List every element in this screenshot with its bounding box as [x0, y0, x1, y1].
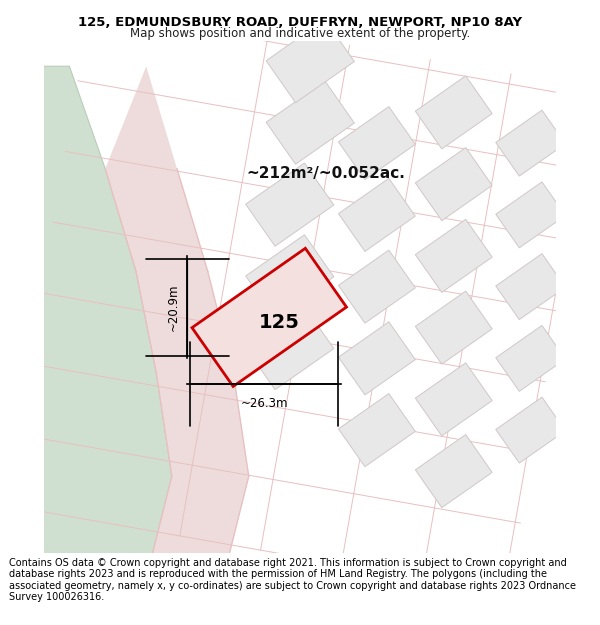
- Polygon shape: [496, 397, 565, 463]
- Polygon shape: [496, 182, 565, 248]
- Polygon shape: [18, 66, 172, 579]
- Text: 125, EDMUNDSBURY ROAD, DUFFRYN, NEWPORT, NP10 8AY: 125, EDMUNDSBURY ROAD, DUFFRYN, NEWPORT,…: [78, 16, 522, 29]
- Polygon shape: [266, 19, 355, 102]
- Polygon shape: [105, 66, 249, 579]
- Text: ~20.9m: ~20.9m: [167, 283, 179, 331]
- Text: ~26.3m: ~26.3m: [241, 397, 288, 410]
- Polygon shape: [415, 76, 492, 149]
- Polygon shape: [266, 81, 355, 164]
- Polygon shape: [245, 163, 334, 246]
- Polygon shape: [338, 250, 415, 323]
- Polygon shape: [415, 434, 492, 508]
- Polygon shape: [338, 394, 415, 467]
- Polygon shape: [415, 219, 492, 292]
- Polygon shape: [338, 107, 415, 179]
- Polygon shape: [496, 254, 565, 319]
- Text: 125: 125: [259, 313, 300, 332]
- Text: ~212m²/~0.052ac.: ~212m²/~0.052ac.: [246, 166, 405, 181]
- Text: Map shows position and indicative extent of the property.: Map shows position and indicative extent…: [130, 27, 470, 40]
- Polygon shape: [496, 110, 565, 176]
- Polygon shape: [245, 306, 334, 390]
- Polygon shape: [192, 248, 347, 386]
- Polygon shape: [415, 148, 492, 221]
- Polygon shape: [415, 363, 492, 436]
- Polygon shape: [338, 322, 415, 395]
- Polygon shape: [338, 178, 415, 251]
- Text: Contains OS data © Crown copyright and database right 2021. This information is : Contains OS data © Crown copyright and d…: [9, 558, 576, 602]
- Polygon shape: [415, 291, 492, 364]
- Polygon shape: [496, 326, 565, 391]
- Polygon shape: [245, 235, 334, 318]
